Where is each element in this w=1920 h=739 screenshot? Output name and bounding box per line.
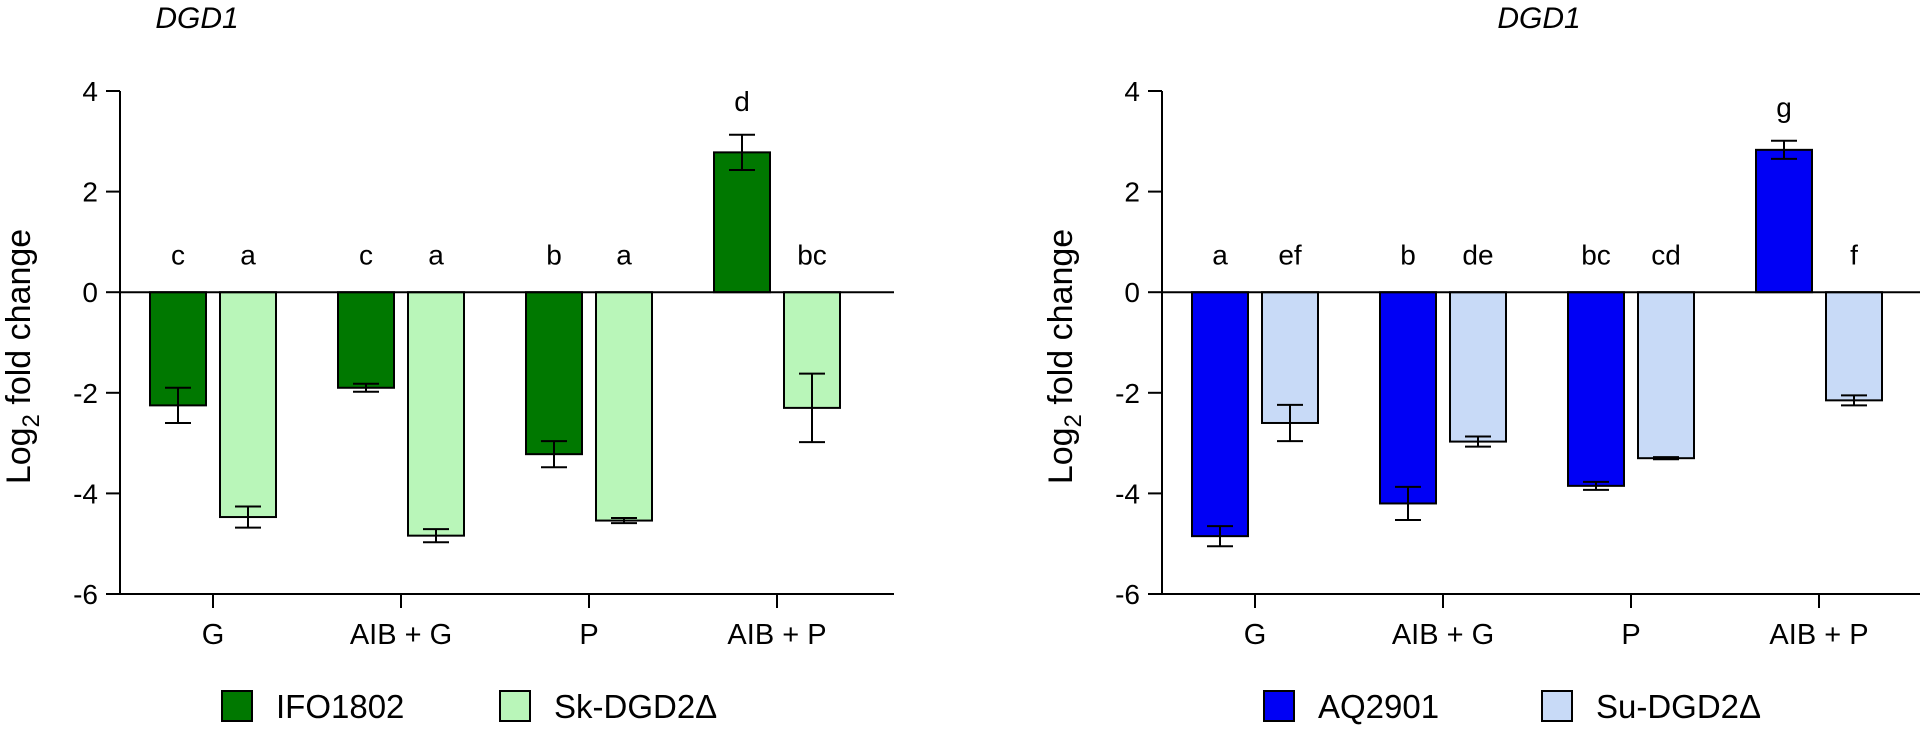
significance-letter: a — [1212, 240, 1228, 271]
bar — [1755, 148, 1813, 294]
significance-letter: b — [546, 240, 562, 271]
legend-swatch — [499, 690, 531, 722]
bar — [337, 291, 395, 389]
y-axis-label-subscript: 2 — [18, 414, 45, 427]
significance-letter: b — [1400, 240, 1416, 271]
bar — [1261, 291, 1319, 424]
y-tick-label: 0 — [1124, 277, 1140, 308]
y-tick-label: -4 — [73, 478, 98, 509]
significance-letter: g — [1776, 92, 1792, 123]
bar — [1379, 291, 1437, 505]
y-tick-label: -6 — [73, 579, 98, 610]
significance-letter: a — [428, 240, 444, 271]
y-tick-label: -2 — [1115, 378, 1140, 409]
legend-label: Sk-DGD2Δ — [554, 688, 717, 725]
x-tick-label: AIB + G — [1392, 619, 1494, 651]
y-tick-label: 4 — [82, 76, 98, 107]
legend-label: IFO1802 — [276, 688, 404, 725]
legend-swatch — [1263, 690, 1295, 722]
y-tick-label: 2 — [82, 177, 98, 208]
y-tick-label: 0 — [82, 277, 98, 308]
y-tick-label: -2 — [73, 378, 98, 409]
x-tick-label: G — [202, 619, 225, 651]
y-axis-label: Log2 fold change — [0, 229, 45, 484]
legend-swatch — [1541, 690, 1573, 722]
bar — [1449, 291, 1507, 443]
legend-swatch — [221, 690, 253, 722]
bar — [407, 291, 465, 537]
legend-label: Su-DGD2Δ — [1596, 688, 1761, 725]
x-tick-label: AIB + P — [1769, 619, 1868, 651]
x-tick-label: AIB + P — [727, 619, 826, 651]
y-tick-label: -4 — [1115, 478, 1140, 509]
significance-letter: a — [616, 240, 632, 271]
significance-letter: c — [171, 240, 185, 271]
bar — [1567, 291, 1625, 487]
x-tick-label: AIB + G — [350, 619, 452, 651]
legend-label: AQ2901 — [1318, 688, 1439, 725]
bar — [525, 291, 583, 456]
significance-letter: c — [359, 240, 373, 271]
bar — [149, 291, 207, 407]
bar — [1825, 291, 1883, 402]
bar — [219, 291, 277, 519]
chart-title: DGD1 — [1497, 2, 1580, 35]
y-axis-label-main: Log — [0, 427, 38, 484]
x-tick-label: P — [579, 619, 598, 651]
y-axis-label: Log2 fold change — [1042, 229, 1087, 484]
significance-letter: ef — [1278, 240, 1302, 271]
y-tick-label: 2 — [1124, 177, 1140, 208]
bar — [713, 151, 771, 294]
y-tick-label: -6 — [1115, 579, 1140, 610]
significance-letter: bc — [1581, 240, 1611, 271]
significance-letter: de — [1462, 240, 1493, 271]
y-axis-label-subscript: 2 — [1060, 414, 1087, 427]
y-axis-label-rest: fold change — [0, 229, 38, 414]
significance-letter: cd — [1651, 240, 1681, 271]
x-tick-label: G — [1244, 619, 1267, 651]
y-axis-label-main: Log — [1042, 427, 1080, 484]
x-tick-label: P — [1621, 619, 1640, 651]
significance-letter: d — [734, 86, 750, 117]
y-axis-label-rest: fold change — [1042, 229, 1080, 414]
y-tick-label: 4 — [1124, 76, 1140, 107]
bar — [1191, 291, 1249, 538]
bar — [595, 291, 653, 522]
significance-letter: bc — [797, 240, 827, 271]
significance-letter: a — [240, 240, 256, 271]
bar — [1637, 291, 1695, 460]
chart-title: DGD1 — [155, 2, 238, 35]
significance-letter: f — [1850, 240, 1858, 271]
